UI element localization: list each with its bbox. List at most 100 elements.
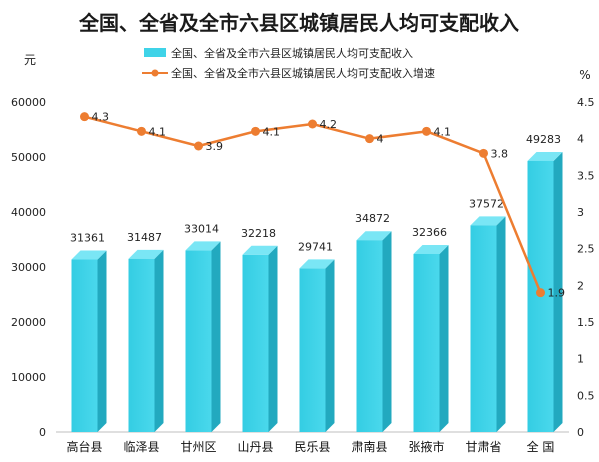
bar-side	[496, 216, 506, 432]
bar-value-label: 31487	[127, 231, 162, 244]
line-point	[536, 288, 545, 298]
bar-value-label: 32218	[241, 227, 276, 240]
line-value-label: 3.9	[206, 140, 224, 153]
bar	[356, 231, 392, 432]
bar-side	[97, 250, 107, 432]
right-axis-unit: %	[579, 68, 590, 82]
legend-bar-label: 全国、全省及全市六县区城镇居民人均可支配收入	[171, 46, 413, 60]
category-label: 高台县	[66, 439, 102, 454]
bar	[242, 245, 278, 432]
category-labels: 高台县 临泽县 甘州区 山丹县 民乐县 肃南县 张掖市 甘肃省 全 国	[66, 439, 554, 454]
line-point	[479, 148, 488, 158]
category-label: 甘肃省	[465, 440, 501, 454]
line-point	[80, 112, 89, 122]
category-label: 全 国	[527, 439, 555, 454]
category-label: 临泽县	[123, 440, 159, 454]
bar-value-label: 33014	[184, 222, 219, 235]
right-tick-label: 3	[577, 206, 584, 219]
bar-front	[128, 258, 155, 432]
line-value-label: 3.8	[491, 147, 509, 160]
right-tick-label: 1	[577, 353, 584, 366]
right-tick-label: 0	[577, 426, 584, 439]
bar-top	[299, 259, 335, 269]
bar-top	[128, 249, 164, 259]
left-axis-ticks: 0 10000 20000 30000 40000 50000 60000	[11, 96, 46, 439]
bar-value-label: 31361	[70, 232, 105, 245]
bar-front	[299, 268, 326, 432]
bar-top	[185, 241, 221, 251]
bar-top	[470, 216, 506, 226]
bar-top	[242, 245, 278, 255]
category-label: 民乐县	[294, 440, 330, 454]
line-point	[251, 126, 260, 136]
bar	[128, 249, 164, 432]
bar-series	[71, 151, 563, 433]
bar	[299, 259, 335, 432]
bar-value-label: 49283	[526, 133, 561, 146]
bar-value-label: 37572	[469, 197, 504, 210]
bar-front	[71, 259, 98, 432]
bar-top	[527, 151, 563, 161]
bar-value-label: 32366	[412, 226, 447, 239]
bar-value-labels: 31361 31487 33014 32218 29741 34872 32366 37572…	[70, 133, 561, 253]
legend-bar-swatch	[144, 48, 166, 57]
line-value-label: 4.3	[92, 111, 110, 124]
right-axis-ticks: 0 0.5 1 1.5 2 2.5 3 3.5 4 4.5	[577, 96, 595, 439]
bar-front	[470, 225, 497, 432]
right-tick-label: 4.5	[577, 96, 595, 109]
line-value-label: 4.2	[320, 118, 338, 131]
bar-side	[268, 245, 278, 432]
bar-side	[154, 249, 164, 432]
bar	[470, 216, 506, 432]
legend-line-label: 全国、全省及全市六县区城镇居民人均可支配收入增速	[171, 66, 435, 80]
left-tick-label: 20000	[11, 316, 46, 329]
bar-top	[71, 250, 107, 260]
left-tick-label: 60000	[11, 96, 46, 109]
category-label: 甘州区	[180, 440, 216, 454]
line-value-label: 4.1	[434, 125, 452, 138]
right-tick-label: 2.5	[577, 243, 595, 256]
bar-front	[356, 240, 383, 432]
category-label: 肃南县	[351, 439, 387, 454]
line-series: 4.3 4.1 3.9 4.1 4.2 4 4.1 3.8 1.9	[80, 111, 565, 300]
category-label: 山丹县	[237, 440, 273, 454]
right-tick-label: 2	[577, 279, 584, 292]
left-tick-label: 10000	[11, 371, 46, 384]
bar-front	[185, 250, 212, 432]
left-axis-unit: 元	[24, 53, 36, 67]
bar-side	[553, 151, 563, 433]
line-point	[137, 126, 146, 136]
bar-side	[325, 259, 335, 432]
right-tick-label: 0.5	[577, 389, 595, 402]
line-value-label: 1.9	[548, 287, 566, 300]
right-tick-label: 4	[577, 133, 584, 146]
line-point	[365, 134, 374, 144]
legend: 全国、全省及全市六县区城镇居民人均可支配收入 全国、全省及全市六县区城镇居民人均…	[142, 46, 435, 80]
line-point	[308, 119, 317, 129]
legend-line-marker	[151, 69, 159, 77]
bar-front	[413, 253, 440, 432]
bar-side	[382, 231, 392, 432]
left-tick-label: 0	[39, 426, 46, 439]
left-tick-label: 40000	[11, 206, 46, 219]
line-value-label: 4.1	[263, 125, 281, 138]
left-tick-label: 30000	[11, 261, 46, 274]
bar	[71, 250, 107, 432]
chart-title: 全国、全省及全市六县区城镇居民人均可支配收入	[78, 11, 519, 35]
bar	[185, 241, 221, 432]
right-tick-label: 1.5	[577, 316, 595, 329]
left-tick-label: 50000	[11, 151, 46, 164]
bar-top	[356, 231, 392, 241]
bar-front	[242, 254, 269, 432]
bar-value-label: 29741	[298, 240, 333, 253]
bar	[413, 244, 449, 432]
line-point	[422, 126, 431, 136]
right-tick-label: 3.5	[577, 169, 595, 182]
bar-value-label: 34872	[355, 212, 390, 225]
bar-side	[211, 241, 221, 432]
line-point	[194, 141, 203, 151]
bar-top	[413, 244, 449, 254]
bar-side	[439, 244, 449, 432]
line-value-label: 4.1	[149, 125, 167, 138]
